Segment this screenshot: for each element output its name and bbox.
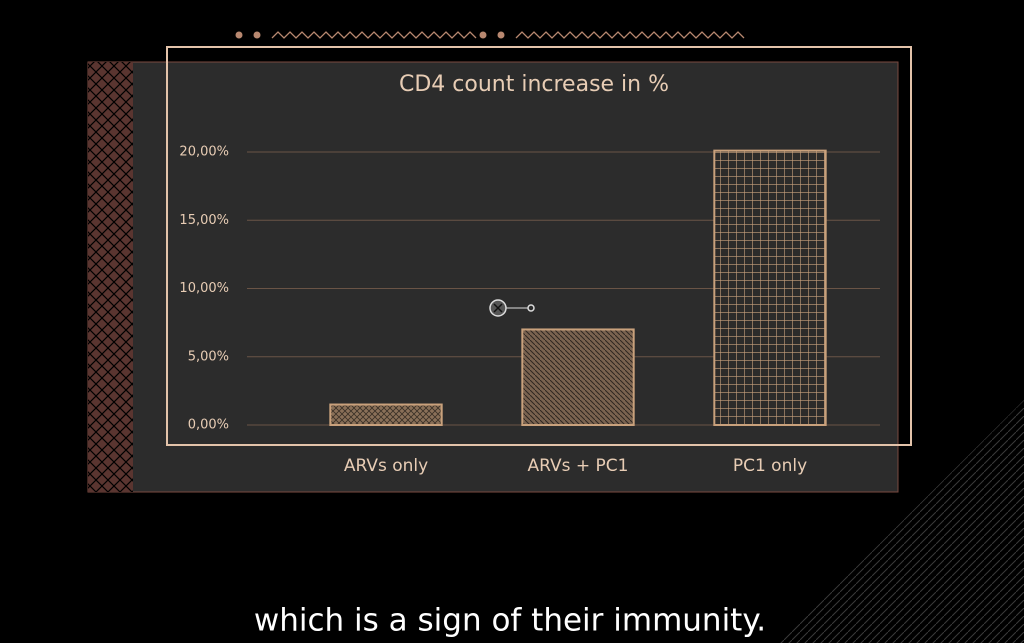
x-tick-label: ARVs + PC1 <box>528 456 629 476</box>
y-tick-label: 20,00% <box>179 145 229 160</box>
cursor <box>489 299 535 317</box>
plot: 0,00% 5,00% 10,00% 15,00% 20,00% ARVs only ARV… <box>179 145 880 476</box>
bar <box>329 403 443 426</box>
bar <box>521 328 635 427</box>
y-tick-label: 0,00% <box>188 418 229 433</box>
x-tick-label: PC1 only <box>733 456 807 476</box>
decor-zigzag <box>271 31 745 39</box>
x-tick-label: ARVs only <box>344 456 428 476</box>
y-tick-label: 15,00% <box>179 213 229 228</box>
decor-frame <box>166 46 912 446</box>
caption: which is a sign of their immunity. <box>254 603 766 639</box>
decor-hatch <box>780 400 1024 643</box>
decor-strip <box>88 62 133 492</box>
chart-title: CD4 count increase in % <box>399 72 669 97</box>
y-tick-label: 5,00% <box>188 349 229 364</box>
bar <box>713 149 827 426</box>
decor-dots <box>235 31 505 39</box>
y-tick-label: 10,00% <box>179 281 229 296</box>
